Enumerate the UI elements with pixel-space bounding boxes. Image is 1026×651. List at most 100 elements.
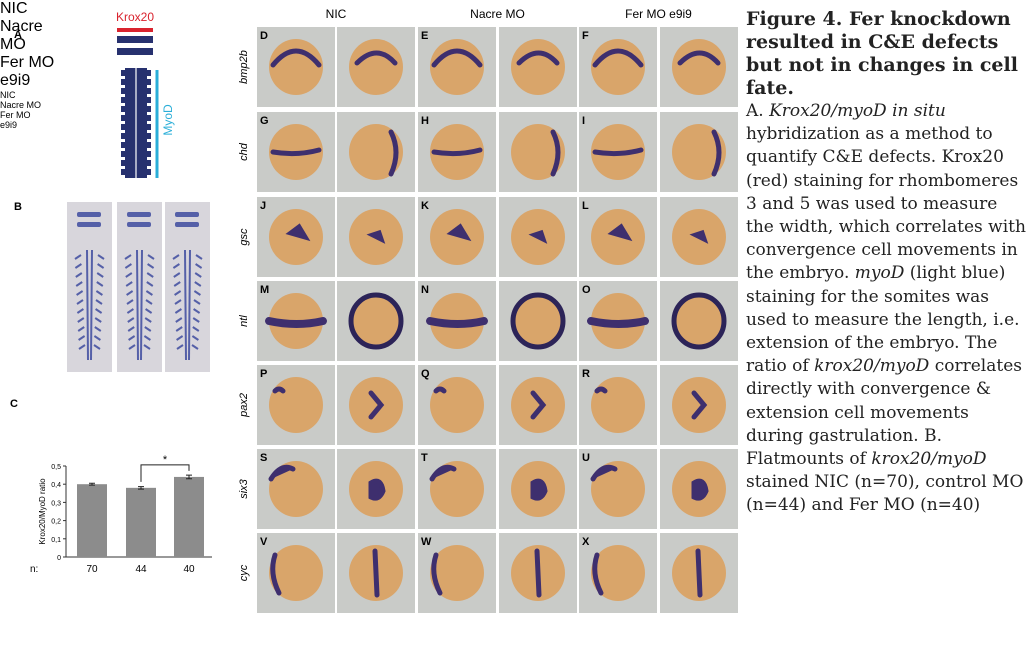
y-axis-label: Krox20/MyoD ratio xyxy=(38,478,47,545)
panel-letter: G xyxy=(260,115,269,127)
panel-letter: H xyxy=(421,115,429,127)
panel-letter: R xyxy=(582,368,590,380)
flatmount-image xyxy=(117,202,162,372)
flatmount-notochord xyxy=(137,250,138,360)
embryo xyxy=(430,377,484,433)
panel-letter: W xyxy=(421,536,432,548)
stain xyxy=(375,551,377,595)
column-header: Fer MO e9i9 xyxy=(625,7,692,21)
stain xyxy=(436,389,444,391)
panel-letter: M xyxy=(260,284,269,296)
flatmount-stripe xyxy=(127,212,151,217)
embryo xyxy=(430,39,484,95)
embryo xyxy=(511,377,565,433)
n-value: 44 xyxy=(135,564,147,575)
stain xyxy=(269,321,323,324)
stain xyxy=(537,551,539,595)
page: A Krox20 MyoD B C 00,10,20,30,40,5Krox20… xyxy=(0,0,1026,651)
n-value: 40 xyxy=(183,564,195,575)
caption-title: Figure 4. Fer knockdown resulted in C&E … xyxy=(746,8,1026,100)
embryo xyxy=(591,377,645,433)
y-tick-label: 0,3 xyxy=(51,500,61,507)
krox20-label: Krox20 xyxy=(116,10,154,24)
flatmount-notochord xyxy=(185,250,186,360)
panel-letter: T xyxy=(421,452,428,464)
flatmount-stripe xyxy=(175,212,199,217)
caption-text: krox20/myoD xyxy=(814,356,929,376)
flatmount-notochord xyxy=(141,250,142,360)
row-label: gsc xyxy=(238,228,250,246)
panel-label: A xyxy=(14,29,22,41)
row-label: chd xyxy=(238,142,250,161)
row-label: pax2 xyxy=(238,393,250,418)
caption: Figure 4. Fer knockdown resulted in C&E … xyxy=(746,8,1026,518)
caption-text: A. xyxy=(746,101,769,121)
caption-text: Krox20/myoD in situ xyxy=(769,101,946,121)
embryo xyxy=(349,377,403,433)
panel-letter: V xyxy=(260,536,268,548)
flatmount-stripe xyxy=(175,222,199,227)
bar xyxy=(77,484,107,557)
caption-body: A. Krox20/myoD in situ hybridization as … xyxy=(746,100,1026,518)
stain xyxy=(535,233,543,239)
stain xyxy=(373,233,381,239)
row-label: bmp2b xyxy=(238,50,250,84)
embryo xyxy=(269,377,323,433)
myod-label: MyoD xyxy=(161,104,175,136)
caption-text: krox20/myoD xyxy=(871,449,986,469)
y-tick-label: 0,5 xyxy=(51,464,61,471)
panel-letter: J xyxy=(260,200,266,212)
stain xyxy=(696,233,704,239)
column-header: NIC xyxy=(326,7,347,21)
n-label: n: xyxy=(30,564,38,575)
embryo xyxy=(511,39,565,95)
stain xyxy=(698,551,700,595)
flatmount-stripe xyxy=(127,222,151,227)
panel-letter: X xyxy=(582,536,590,548)
panel-label: B xyxy=(14,201,22,213)
row-label: ntl xyxy=(238,315,250,327)
panel-letter: E xyxy=(421,30,428,42)
caption-text: stained NIC (n=70), control MO (n=44) an… xyxy=(746,472,1023,515)
bar xyxy=(174,477,204,557)
bar xyxy=(126,488,156,557)
significance: * xyxy=(163,454,168,466)
row-label: six3 xyxy=(238,478,250,498)
panel-letter: N xyxy=(421,284,429,296)
stain xyxy=(533,481,545,498)
caption-text: myoD xyxy=(855,263,905,283)
y-tick-label: 0 xyxy=(57,555,61,562)
panel-label: C xyxy=(10,398,18,410)
column-header: Nacre MO xyxy=(470,7,525,21)
flatmount-stripe xyxy=(77,212,101,217)
n-value: 70 xyxy=(86,564,98,575)
embryo xyxy=(672,377,726,433)
rhombomere xyxy=(117,36,153,43)
panel-letter: O xyxy=(582,284,591,296)
rhombomere xyxy=(117,48,153,55)
panel-letter: I xyxy=(582,115,585,127)
embryo xyxy=(591,39,645,95)
y-tick-label: 0,1 xyxy=(51,537,61,544)
panel-letter: D xyxy=(260,30,268,42)
caption-text: hybridization as a method to quantify C&… xyxy=(746,124,1026,283)
flatmount-image xyxy=(67,202,112,372)
panel-letter: S xyxy=(260,452,267,464)
panel-letter: F xyxy=(582,30,589,42)
embryo xyxy=(269,39,323,95)
stain xyxy=(275,389,283,391)
somites xyxy=(121,68,151,178)
panel-letter: L xyxy=(582,200,589,212)
stain xyxy=(591,321,645,324)
stain xyxy=(430,321,484,324)
panel-letter: Q xyxy=(421,368,430,380)
flatmount-stripe xyxy=(77,222,101,227)
flatmount-notochord xyxy=(189,250,190,360)
flatmount-notochord xyxy=(91,250,92,360)
y-tick-label: 0,4 xyxy=(51,482,61,489)
embryo xyxy=(672,39,726,95)
stain xyxy=(694,481,706,498)
stain xyxy=(597,389,605,391)
